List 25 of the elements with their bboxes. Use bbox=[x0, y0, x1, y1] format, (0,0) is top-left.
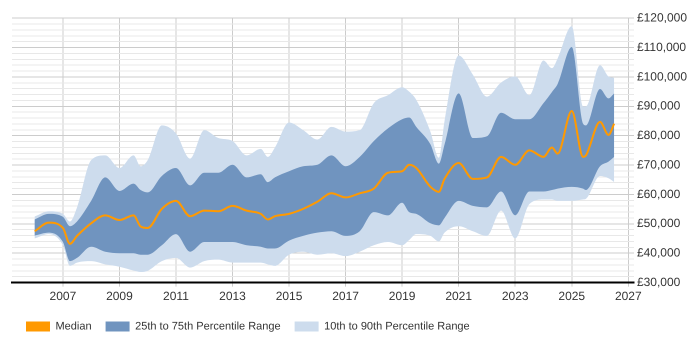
y-tick-label: £60,000 bbox=[636, 186, 681, 201]
x-tick-label: 2027 bbox=[614, 289, 642, 304]
x-tick-label: 2011 bbox=[163, 289, 190, 304]
legend-label: Median bbox=[56, 320, 92, 333]
x-tick-label: 2013 bbox=[219, 289, 246, 304]
x-tick-label: 2023 bbox=[502, 289, 529, 304]
legend-label: 25th to 75th Percentile Range bbox=[135, 320, 281, 333]
y-tick-label: £40,000 bbox=[636, 246, 681, 260]
y-tick-label: £70,000 bbox=[636, 157, 681, 172]
y-tick-label: £30,000 bbox=[636, 274, 681, 289]
x-tick-label: 2025 bbox=[558, 289, 586, 304]
y-tick-label: £110,000 bbox=[636, 40, 686, 54]
line-series bbox=[34, 110, 616, 245]
x-tick-label: 2015 bbox=[276, 289, 303, 304]
y-tick-label: £90,000 bbox=[636, 98, 681, 113]
x-tick-label: 2007 bbox=[50, 289, 77, 304]
x-tick-label: 2021 bbox=[445, 289, 472, 304]
x-tick-label: 2017 bbox=[332, 289, 360, 304]
legend-label: 10th to 90th Percentile Range bbox=[324, 320, 470, 333]
y-tick-label: £100,000 bbox=[636, 69, 688, 84]
y-tick-label: £80,000 bbox=[636, 128, 681, 142]
y-tick-label: £50,000 bbox=[636, 216, 681, 230]
y-tick-label: £120,000 bbox=[636, 10, 688, 25]
x-tick-label: 2019 bbox=[388, 289, 416, 304]
x-tick-label: 2009 bbox=[106, 289, 134, 304]
